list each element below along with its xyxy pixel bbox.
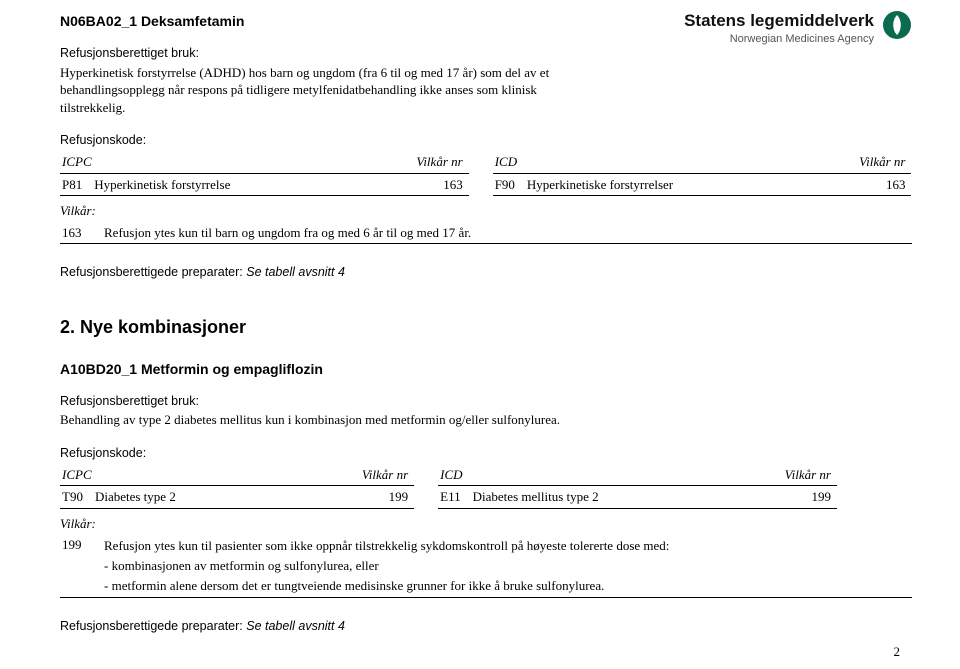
icpc-vnr-header: Vilkår nr bbox=[236, 151, 468, 173]
reimbursement-code-label: Refusjonskode: bbox=[60, 132, 912, 149]
icd-table: ICD Vilkår nr F90 Hyperkinetiske forstyr… bbox=[493, 151, 912, 196]
icd-table: ICD Vilkår nr E11 Diabetes mellitus type… bbox=[438, 464, 837, 509]
icd-vnr-header: Vilkår nr bbox=[605, 464, 837, 486]
icpc-table: ICPC Vilkår nr T90 Diabetes type 2 199 bbox=[60, 464, 414, 509]
logo-mark-icon bbox=[882, 10, 912, 40]
eligible-preparations-label: Refusjonsberettigede preparater: bbox=[60, 619, 243, 633]
agency-logo: Statens legemiddelverk Norwegian Medicin… bbox=[684, 10, 912, 47]
condition-line: - kombinasjonen av metformin og sulfonyl… bbox=[104, 556, 908, 576]
reimbursement-use-text: Behandling av type 2 diabetes mellitus k… bbox=[60, 411, 580, 429]
table-row: 163 Refusjon ytes kun til barn og ungdom… bbox=[60, 222, 912, 244]
condition-line: Refusjon ytes kun til pasienter som ikke… bbox=[104, 536, 908, 556]
logo-secondary-text: Norwegian Medicines Agency bbox=[684, 32, 874, 47]
condition-code: 199 bbox=[60, 534, 102, 597]
reimbursement-use-label: Refusjonsberettiget bruk: bbox=[60, 45, 912, 62]
icpc-code: T90 bbox=[60, 486, 93, 509]
condition-text: Refusjon ytes kun til barn og ungdom fra… bbox=[102, 222, 912, 244]
icd-header: ICD bbox=[493, 151, 679, 173]
condition-text: Refusjon ytes kun til pasienter som ikke… bbox=[102, 534, 912, 597]
reimbursement-use-text: Hyperkinetisk forstyrrelse (ADHD) hos ba… bbox=[60, 64, 580, 117]
eligible-preparations: Refusjonsberettigede preparater: Se tabe… bbox=[60, 618, 912, 635]
condition-code: 163 bbox=[60, 222, 102, 244]
icd-desc: Hyperkinetiske forstyrrelser bbox=[525, 173, 679, 196]
eligible-preparations: Refusjonsberettigede preparater: Se tabe… bbox=[60, 264, 912, 281]
icd-code: F90 bbox=[493, 173, 525, 196]
table-row: E11 Diabetes mellitus type 2 199 bbox=[438, 486, 837, 509]
icd-desc: Diabetes mellitus type 2 bbox=[471, 486, 605, 509]
drug-code-title: A10BD20_1 Metformin og empagliflozin bbox=[60, 360, 912, 379]
reimbursement-use-label: Refusjonsberettiget bruk: bbox=[60, 393, 912, 410]
icd-vnr-header: Vilkår nr bbox=[679, 151, 911, 173]
icd-vnr: 199 bbox=[605, 486, 837, 509]
conditions-label: Vilkår: bbox=[60, 515, 912, 533]
code-tables: ICPC Vilkår nr T90 Diabetes type 2 199 I… bbox=[60, 464, 912, 509]
icpc-desc: Diabetes type 2 bbox=[93, 486, 182, 509]
icd-code: E11 bbox=[438, 486, 470, 509]
icpc-header: ICPC bbox=[60, 151, 236, 173]
table-row: P81 Hyperkinetisk forstyrrelse 163 bbox=[60, 173, 469, 196]
icd-header: ICD bbox=[438, 464, 604, 486]
icpc-header: ICPC bbox=[60, 464, 182, 486]
table-row: 199 Refusjon ytes kun til pasienter som … bbox=[60, 534, 912, 597]
logo-primary-text: Statens legemiddelverk bbox=[684, 10, 874, 33]
icpc-vnr: 163 bbox=[236, 173, 468, 196]
eligible-preparations-label: Refusjonsberettigede preparater: bbox=[60, 265, 243, 279]
icpc-vnr-header: Vilkår nr bbox=[182, 464, 414, 486]
icpc-table: ICPC Vilkår nr P81 Hyperkinetisk forstyr… bbox=[60, 151, 469, 196]
code-tables: ICPC Vilkår nr P81 Hyperkinetisk forstyr… bbox=[60, 151, 912, 196]
table-row: F90 Hyperkinetiske forstyrrelser 163 bbox=[493, 173, 912, 196]
table-row: T90 Diabetes type 2 199 bbox=[60, 486, 414, 509]
section-heading: 2. Nye kombinasjoner bbox=[60, 315, 912, 339]
icpc-code: P81 bbox=[60, 173, 92, 196]
reimbursement-code-label: Refusjonskode: bbox=[60, 445, 912, 462]
conditions-table: 163 Refusjon ytes kun til barn og ungdom… bbox=[60, 222, 912, 245]
icpc-vnr: 199 bbox=[182, 486, 414, 509]
conditions-label: Vilkår: bbox=[60, 202, 912, 220]
eligible-preparations-value: Se tabell avsnitt 4 bbox=[246, 265, 345, 279]
condition-line: - metformin alene dersom det er tungtvei… bbox=[104, 576, 908, 596]
eligible-preparations-value: Se tabell avsnitt 4 bbox=[246, 619, 345, 633]
icd-vnr: 163 bbox=[679, 173, 911, 196]
conditions-table: 199 Refusjon ytes kun til pasienter som … bbox=[60, 534, 912, 598]
icpc-desc: Hyperkinetisk forstyrrelse bbox=[92, 173, 236, 196]
page-number: 2 bbox=[894, 643, 901, 661]
